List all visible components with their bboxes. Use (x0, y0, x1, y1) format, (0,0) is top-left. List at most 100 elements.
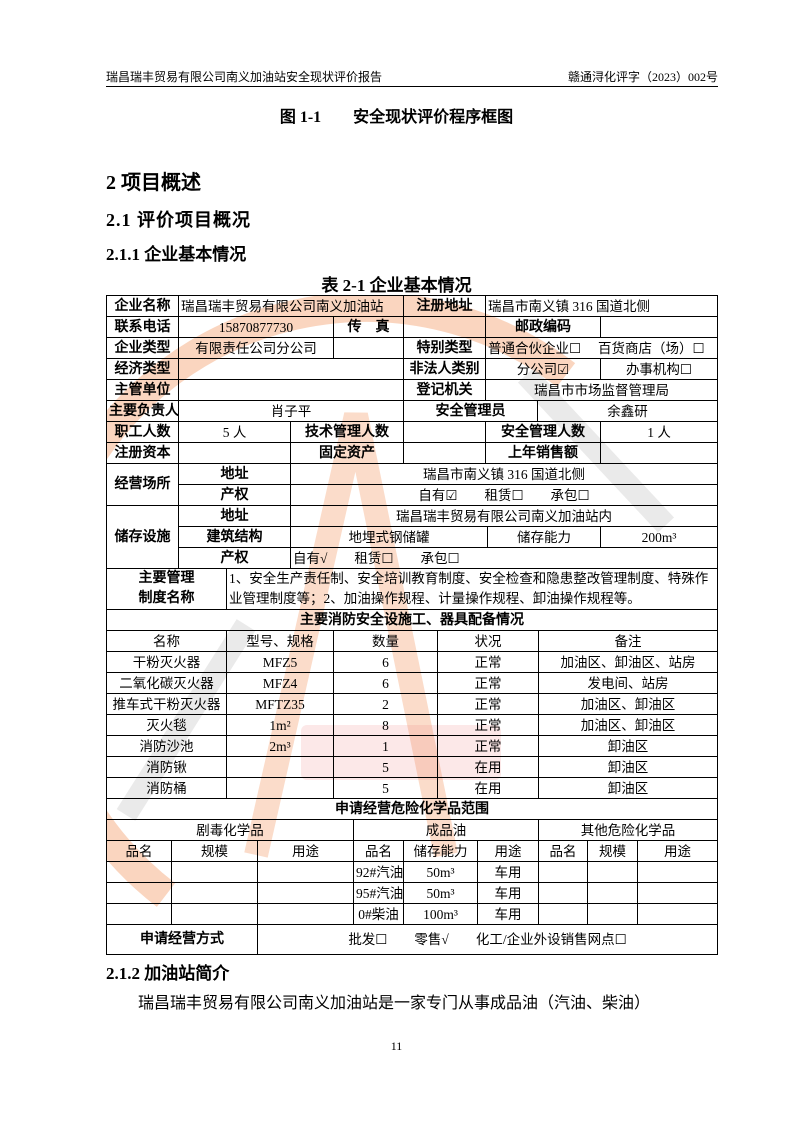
table-cell: 用途 (477, 840, 539, 862)
label-cell: 非法人类别 (403, 358, 486, 380)
table-cell: 灭火毯 (106, 714, 227, 736)
table-cell: 正常 (437, 672, 539, 694)
table-cell: 卸油区 (538, 735, 718, 757)
value-cell: 1 人 (600, 421, 718, 443)
group-header: 其他危险化学品 (538, 819, 718, 841)
table-cell: 消防沙池 (106, 735, 227, 757)
value-cell (178, 379, 404, 401)
table-cell: 加油区、卸油区、站房 (538, 651, 718, 673)
table-cell: 规模 (587, 840, 638, 862)
value-cell: 15870877730 (178, 316, 334, 338)
table-row: 申请经营危险化学品范围 (106, 798, 718, 820)
table-row: 消防沙池 2m³ 1 正常 卸油区 (106, 735, 718, 757)
table-row: 品名 规模 用途 品名 储存能力 用途 品名 规模 用途 (106, 840, 718, 862)
table-cell (171, 903, 258, 925)
table-cell: 卸油区 (538, 777, 718, 799)
label-cell: 上年销售额 (485, 442, 601, 464)
table-row: 储存设施 地址 瑞昌瑞丰贸易有限公司南义加油站内 (106, 505, 718, 569)
table-cell (257, 903, 354, 925)
table-cell (106, 903, 172, 925)
label-cell: 固定资产 (290, 442, 404, 464)
table-row: 92#汽油 50m³ 车用 (106, 861, 718, 883)
table-cell (226, 756, 334, 778)
label-cell: 地址 (178, 463, 291, 485)
table-cell: 品名 (538, 840, 588, 862)
table-cell (637, 861, 718, 883)
value-cell: 有限责任公司分公司 (178, 337, 334, 359)
table-cell: 95#汽油 (353, 882, 404, 904)
subsubsection-heading: 2.1.1 企业基本情况 (106, 245, 247, 264)
hazmat-table: 申请经营危险化学品范围 剧毒化学品 成品油 其他危险化学品 品名 规模 用途 品名 储存能力… (106, 798, 718, 925)
table-cell (106, 882, 172, 904)
value-cell (333, 337, 404, 359)
value-cell: 瑞昌市南义镇 316 国道北侧 (290, 463, 718, 485)
value-cell: 瑞昌市市场监督管理局 (485, 379, 718, 401)
value-cell: 分公司☑ (485, 358, 601, 380)
label-cell: 储存能力 (487, 526, 601, 548)
table-cell: 品名 (106, 840, 172, 862)
label-cell: 安全管理人数 (485, 421, 601, 443)
table-cell: 正常 (437, 651, 539, 673)
table-row: 企业名称 瑞昌瑞丰贸易有限公司南义加油站 注册地址 瑞昌市南义镇 316 国道北侧 (106, 295, 718, 317)
label-cell: 产权 (178, 484, 291, 506)
table-cell: 加油区、卸油区 (538, 714, 718, 736)
value-cell (403, 442, 486, 464)
value-cell: 瑞昌市南义镇 316 国道北侧 (485, 295, 718, 317)
value-cell: 5 人 (178, 421, 291, 443)
value-cell: 普通合伙企业☐ 百货商店（场）☐ (485, 337, 718, 359)
group-header: 剧毒化学品 (106, 819, 354, 841)
table-cell (257, 861, 354, 883)
section-heading: 2 项目概述 (106, 172, 201, 194)
table-cell: 消防锹 (106, 756, 227, 778)
label-cell: 企业类型 (106, 337, 179, 359)
table-cell: 车用 (477, 903, 539, 925)
label-cell: 建筑结构 (178, 526, 291, 548)
header-right: 赣通浔化评字（2023）002号 (567, 70, 718, 84)
label-cell: 联系电话 (106, 316, 179, 338)
table-cell: MFTZ35 (226, 693, 334, 715)
table-row: 产权 自有√ 租赁☐ 承包☐ (107, 547, 718, 569)
value-cell: 瑞昌瑞丰贸易有限公司南义加油站 (178, 295, 404, 317)
table-cell: MFZ5 (226, 651, 334, 673)
value-cell: 批发☐ 零售√ 化工/企业外设销售网点☐ (257, 924, 718, 955)
header-left: 瑞昌瑞丰贸易有限公司南义加油站安全现状评价报告 (106, 70, 383, 84)
label-cell: 地址 (178, 505, 291, 527)
table-cell: 5 (333, 777, 438, 799)
table-row: 二氧化碳灭火器 MFZ4 6 正常 发电间、站房 (106, 672, 718, 694)
table-cell (106, 861, 172, 883)
table-cell: 5 (333, 756, 438, 778)
table-row: 主管单位 登记机关 瑞昌市市场监督管理局 (106, 379, 718, 401)
label-cell: 经济类型 (106, 358, 179, 380)
value-cell: 办事机构☐ (600, 358, 718, 380)
table-cell: 消防桶 (106, 777, 227, 799)
value-cell: 自有☑ 租赁☐ 承包☐ (290, 484, 718, 506)
value-cell: 自有√ 租赁☐ 承包☐ (290, 547, 718, 569)
table-cell: 加油区、卸油区 (538, 693, 718, 715)
enterprise-basic-info-table: 企业名称 瑞昌瑞丰贸易有限公司南义加油站 注册地址 瑞昌市南义镇 316 国道北侧 联… (106, 295, 718, 955)
label-cell: 主管单位 (106, 379, 179, 401)
table-row: 建筑结构 地埋式钢储罐 储存能力 200m³ (107, 526, 718, 548)
label-cell: 企业名称 (106, 295, 179, 317)
value-cell (178, 442, 291, 464)
table-cell: 100m³ (403, 903, 478, 925)
table-cell: 卸油区 (538, 756, 718, 778)
table-row: 主要负责人 肖子平 安全管理员 余鑫研 (106, 400, 718, 422)
table-cell (257, 882, 354, 904)
table-cell (171, 861, 258, 883)
label-cell: 储存设施 (106, 505, 179, 569)
label-cell: 安全管理员 (403, 400, 538, 422)
table-cell: 车用 (477, 861, 539, 883)
label-cell: 技术管理人数 (290, 421, 404, 443)
table-cell: 6 (333, 651, 438, 673)
table-cell: 状况 (437, 630, 539, 652)
table-cell (587, 903, 638, 925)
label-cell: 申请经营方式 (106, 924, 258, 955)
table-row: 消防桶 5 在用 卸油区 (106, 777, 718, 799)
table-cell: 正常 (437, 714, 539, 736)
table-cell (226, 777, 334, 799)
table-cell: 在用 (437, 756, 539, 778)
table-cell: 50m³ (403, 882, 478, 904)
table-row: 主要消防安全设施工、器具配备情况 (106, 609, 718, 631)
table-row: 95#汽油 50m³ 车用 (106, 882, 718, 904)
figure-caption: 图 1-1 安全现状评价程序框图 (279, 109, 514, 126)
